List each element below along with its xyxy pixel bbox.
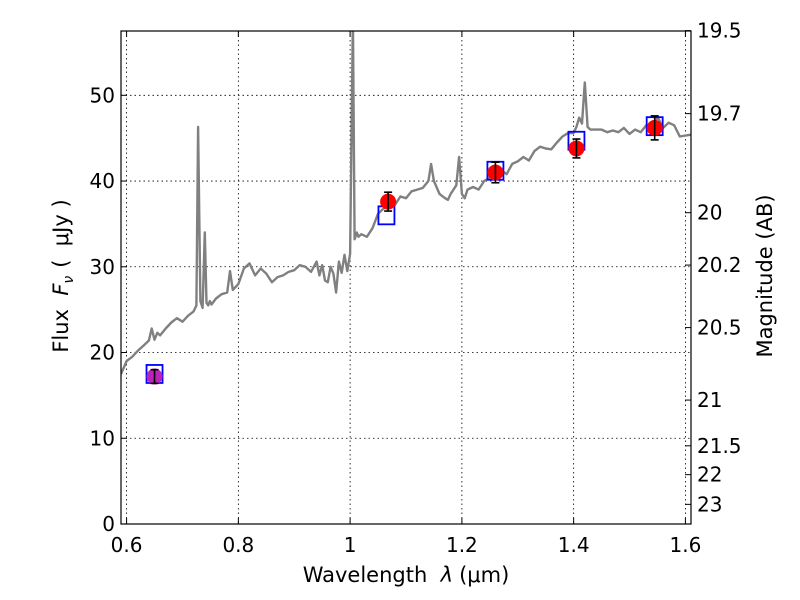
- x-tick-label: 1.4: [558, 533, 590, 557]
- y-tick-label: 0: [102, 512, 115, 536]
- x-tick-label: 1.6: [670, 533, 702, 557]
- secondary-axis-title: Magnitude (AB): [753, 194, 777, 357]
- y-tick-label: 40: [90, 169, 115, 193]
- x-axis-title: Wavelength λ (μm): [303, 563, 510, 587]
- y-tick-label: 20: [90, 341, 115, 365]
- y-axis-title: Flux Fν( μJy ): [49, 199, 77, 352]
- x-tick-label: 0.8: [222, 533, 254, 557]
- spectrum-line: [121, 31, 691, 375]
- plot-frame: [120, 30, 692, 525]
- y2-tick-label: 20: [697, 201, 722, 225]
- x-tick-label: 1.2: [446, 533, 478, 557]
- y-tick-label: 10: [90, 426, 115, 450]
- y2-tick-label: 22: [697, 463, 722, 487]
- y2-tick-label: 19.5: [697, 19, 742, 43]
- y-tick-label: 30: [90, 255, 115, 279]
- axis-ticks: 0.6 0.8 1 1.2 1.4 1.6 0 10 20 30 40 50 19.5 19.7 20 20.…: [90, 19, 742, 557]
- y2-tick-label: 21: [697, 388, 722, 412]
- plot-series: [121, 31, 691, 385]
- x-tick-label: 1: [344, 533, 357, 557]
- y-tick-label: 50: [90, 83, 115, 107]
- y2-tick-label: 20.5: [697, 316, 742, 340]
- y2-tick-label: 23: [697, 492, 722, 516]
- y2-tick-label: 21.5: [697, 434, 742, 458]
- y2-tick-label: 20.2: [697, 253, 742, 277]
- y2-tick-label: 19.7: [697, 102, 742, 126]
- x-tick-label: 0.6: [111, 533, 143, 557]
